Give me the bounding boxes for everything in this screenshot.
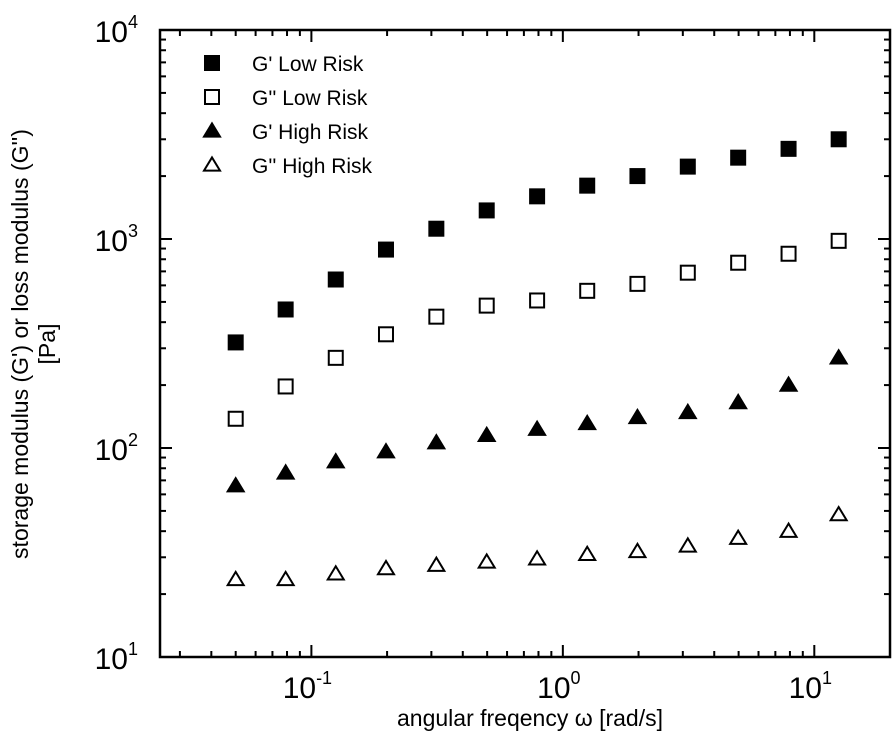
data-point-series-3 xyxy=(629,544,645,557)
x-tick-exponent: -1 xyxy=(316,668,332,688)
data-point-series-3 xyxy=(529,551,545,564)
data-point-series-0 xyxy=(329,273,343,287)
y-tick-label: 103 xyxy=(95,221,138,258)
data-point-series-2 xyxy=(328,454,344,467)
data-point-series-2 xyxy=(579,416,595,429)
x-tick-base: 10 xyxy=(537,672,570,705)
data-point-series-3 xyxy=(831,507,847,520)
y-axis-title-line2: [Pa] xyxy=(34,324,60,365)
data-point-series-0 xyxy=(630,169,644,183)
y-tick-label: 102 xyxy=(95,430,138,467)
y-tick-base: 10 xyxy=(95,434,128,467)
data-point-series-2 xyxy=(781,378,797,391)
data-point-series-1 xyxy=(731,256,745,270)
data-point-series-0 xyxy=(279,302,293,316)
data-point-series-3 xyxy=(730,531,746,544)
data-point-series-1 xyxy=(329,351,343,365)
data-point-series-0 xyxy=(229,335,243,349)
legend-marker-0 xyxy=(205,56,219,70)
legend-marker-2 xyxy=(204,123,220,136)
legend-marker-3 xyxy=(204,157,220,170)
data-point-series-3 xyxy=(680,538,696,551)
legend-marker-1 xyxy=(205,90,219,104)
x-tick-base: 10 xyxy=(789,672,822,705)
legend-label-1: G'' Low Risk xyxy=(252,87,368,110)
y-axis-title-line1: storage modulus (G') or loss modulus (G'… xyxy=(7,129,33,559)
x-tick-exponent: 1 xyxy=(822,668,832,688)
data-point-series-3 xyxy=(328,566,344,579)
x-tick-label: 10-1 xyxy=(283,668,332,705)
data-point-series-0 xyxy=(480,203,494,217)
legend-label-3: G'' High Risk xyxy=(252,155,373,178)
y-tick-label: 101 xyxy=(95,639,138,676)
data-point-series-2 xyxy=(228,478,244,491)
data-point-series-0 xyxy=(429,222,443,236)
data-point-series-1 xyxy=(630,277,644,291)
x-tick-exponent: 0 xyxy=(571,668,581,688)
data-point-series-1 xyxy=(429,310,443,324)
legend: G' Low Risk G'' Low Risk G' High Risk G'' H… xyxy=(204,53,373,178)
data-point-series-2 xyxy=(831,350,847,363)
data-point-series-2 xyxy=(278,465,294,478)
x-axis-title: angular freqency ω [rad/s] xyxy=(397,705,663,731)
legend-label-0: G' Low Risk xyxy=(252,53,364,76)
data-point-series-1 xyxy=(782,247,796,261)
data-point-series-0 xyxy=(681,160,695,174)
data-point-series-2 xyxy=(378,444,394,457)
x-tick-label: 100 xyxy=(537,668,580,705)
data-point-series-3 xyxy=(781,524,797,537)
y-axis-title: storage modulus (G') or loss modulus (G'… xyxy=(7,129,60,559)
data-point-series-1 xyxy=(681,266,695,280)
data-point-series-1 xyxy=(229,412,243,426)
data-point-series-3 xyxy=(378,561,394,574)
y-tick-base: 10 xyxy=(95,643,128,676)
data-point-series-0 xyxy=(379,243,393,257)
y-tick-exponent: 2 xyxy=(128,430,138,450)
data-point-series-3 xyxy=(228,572,244,585)
data-point-series-1 xyxy=(530,293,544,307)
y-tick-exponent: 1 xyxy=(128,639,138,659)
data-point-series-3 xyxy=(579,547,595,560)
data-point-series-3 xyxy=(428,558,444,571)
data-point-series-0 xyxy=(782,142,796,156)
data-point-series-0 xyxy=(580,179,594,193)
data-point-series-2 xyxy=(680,405,696,418)
y-tick-exponent: 3 xyxy=(128,221,138,241)
legend-label-2: G' High Risk xyxy=(252,121,369,144)
data-point-series-0 xyxy=(832,132,846,146)
data-point-series-1 xyxy=(832,234,846,248)
data-point-series-1 xyxy=(279,379,293,393)
data-point-series-1 xyxy=(580,284,594,298)
data-point-series-3 xyxy=(278,572,294,585)
data-point-series-0 xyxy=(731,151,745,165)
x-tick-label: 101 xyxy=(789,668,832,705)
y-tick-label: 104 xyxy=(95,12,138,49)
data-point-series-1 xyxy=(379,327,393,341)
data-markers xyxy=(228,132,847,585)
x-tick-base: 10 xyxy=(283,672,316,705)
y-tick-base: 10 xyxy=(95,16,128,49)
data-point-series-1 xyxy=(480,299,494,313)
y-tick-exponent: 4 xyxy=(128,12,138,32)
y-tick-base: 10 xyxy=(95,225,128,258)
data-point-series-2 xyxy=(629,410,645,423)
data-point-series-2 xyxy=(730,395,746,408)
data-point-series-2 xyxy=(428,435,444,448)
data-point-series-2 xyxy=(479,428,495,441)
data-point-series-0 xyxy=(530,189,544,203)
data-point-series-2 xyxy=(529,422,545,435)
data-point-series-3 xyxy=(479,554,495,567)
